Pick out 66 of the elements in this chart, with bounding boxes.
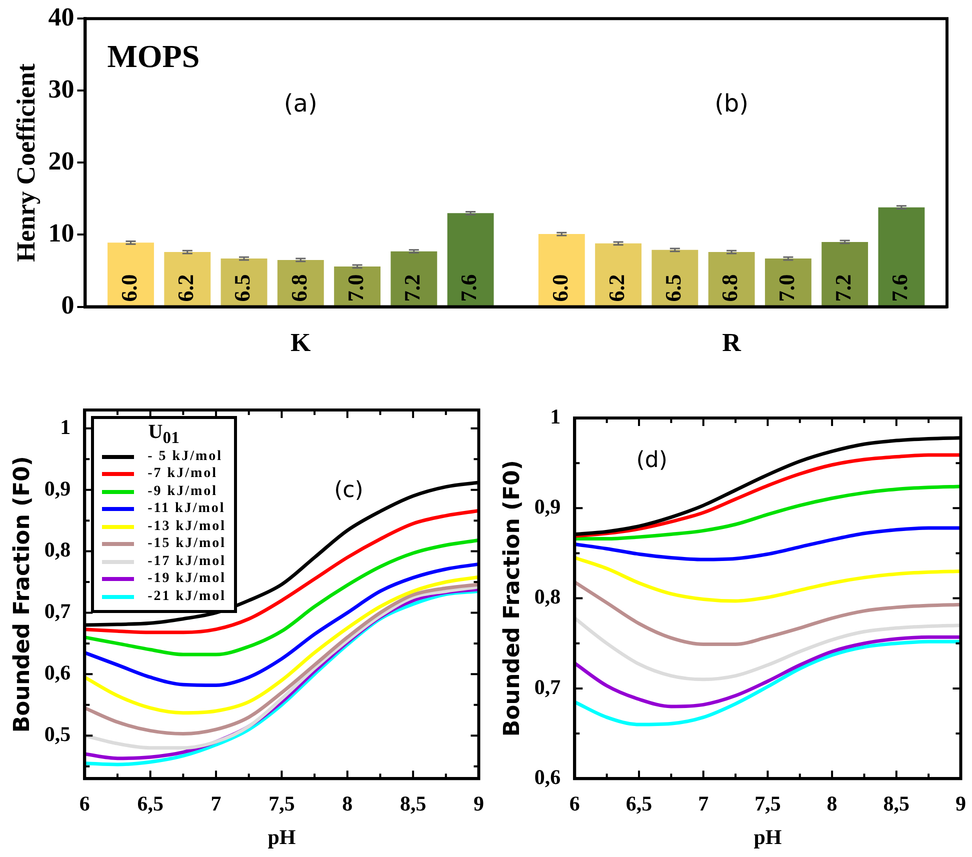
x-tick-label: 6 (79, 792, 90, 816)
text: 6.0 (547, 274, 572, 302)
x-axis-title: pH (268, 824, 296, 849)
series-label: 7.6 (456, 274, 482, 302)
x-tick-label: 7 (210, 792, 222, 816)
text: 6.8 (717, 274, 742, 302)
y-axis-title: Bounded Fraction (F0) (500, 460, 525, 737)
x-tick-label: 7,5 (754, 792, 781, 816)
y-tick-label: 0,8 (534, 584, 561, 609)
x-tick-label: 8 (342, 792, 353, 816)
y-tick-label: 40 (48, 2, 74, 32)
legend-label: -15 kJ/mol (148, 536, 226, 552)
series-label: 6.2 (173, 274, 198, 302)
legend-title: U$_{01}$ (147, 421, 180, 448)
legend-label: - 5 kJ/mol (148, 448, 223, 465)
text: 6.5 (660, 274, 686, 302)
x-tick-label: 7 (698, 792, 709, 816)
y-tick-label: 0,7 (44, 599, 71, 624)
legend-label: -9 kJ/mol (148, 484, 218, 500)
y-tick-label: 0 (61, 290, 74, 320)
x-axis-title: pH (754, 824, 782, 849)
annotation: (a) (284, 89, 318, 118)
x-tick-label: 8 (826, 792, 838, 816)
y-tick-label: 20 (48, 146, 74, 176)
legend-label: -17 kJ/mol (148, 554, 226, 570)
series-label: 6.0 (116, 274, 142, 302)
legend-label: -19 kJ/mol (148, 571, 226, 588)
y-tick-label: 1 (60, 414, 71, 439)
x-tick-label: R (722, 328, 742, 358)
x-tick-label: 9 (956, 792, 966, 816)
y-tick-label: 0,5 (44, 722, 71, 746)
y-tick-label: 0,9 (534, 494, 561, 519)
series-label: 7.2 (400, 274, 425, 302)
x-tick-label: 6,5 (626, 792, 652, 816)
annotation: (d) (636, 448, 668, 473)
x-tick-label: 8,5 (400, 792, 426, 816)
annotation: (b) (714, 89, 749, 118)
legend-label: -21 kJ/mol (148, 588, 226, 605)
legend-label: -7 kJ/mol (148, 466, 218, 482)
y-tick-label: 1 (550, 404, 561, 428)
legend-label: -11 kJ/mol (148, 501, 226, 518)
legend-label: -13 kJ/mol (148, 518, 226, 535)
y-tick-label: 10 (48, 218, 74, 248)
x-tick-label: 7,5 (268, 792, 295, 816)
y-tick-label: 0,9 (44, 476, 71, 500)
annotation: MOPS (107, 38, 200, 74)
annotation: (c) (334, 478, 364, 503)
x-tick-label: 9 (474, 792, 484, 816)
y-axis-title: Bounded Fraction (F0) (10, 456, 35, 733)
series-label: 7.0 (342, 274, 368, 302)
x-tick-label: 8,5 (883, 792, 910, 816)
text: 7.6 (887, 274, 912, 302)
text: 7.0 (774, 274, 799, 302)
y-tick-label: 0,8 (44, 538, 71, 562)
y-tick-label: 30 (48, 74, 74, 104)
y-axis-title: Henry Coefficient (11, 63, 40, 262)
x-tick-label: K (290, 328, 312, 358)
series-label: 6.5 (230, 274, 255, 302)
text: 6.2 (604, 274, 629, 302)
series-label: 6.8 (286, 274, 312, 302)
x-tick-label: 6,5 (137, 792, 164, 816)
y-tick-label: 0,7 (534, 674, 561, 699)
y-tick-label: 0,6 (44, 660, 71, 685)
y-tick-label: 0,6 (534, 765, 561, 790)
x-tick-label: 6 (569, 792, 580, 816)
text: 7.2 (830, 274, 856, 302)
